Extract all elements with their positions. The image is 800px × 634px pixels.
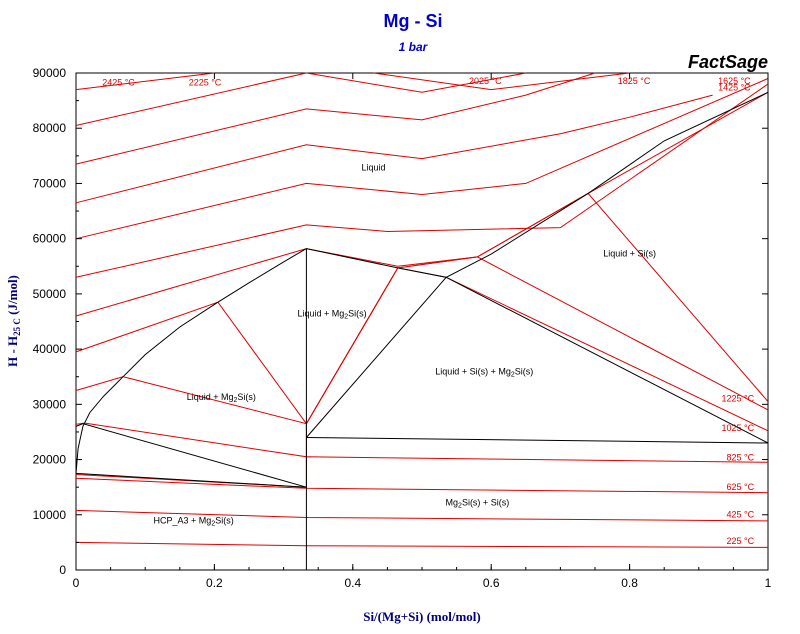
isotherm-line xyxy=(75,541,769,548)
isotherm-label: 1025 °C xyxy=(722,423,755,433)
chart-subtitle: 1 bar xyxy=(399,40,429,54)
phase-boundary-liquid-hcp-boundary-upper xyxy=(75,423,307,488)
phase-boundary-three-phase-triangle-right xyxy=(445,276,769,444)
chart-title: Mg - Si xyxy=(384,11,443,31)
isotherm-label: 225 °C xyxy=(727,536,755,546)
phase-boundary-eutectic-si-rich xyxy=(306,437,769,444)
y-axis-label: H - H25 C (J/mol) xyxy=(5,275,22,367)
y-tick-label: 50000 xyxy=(33,287,67,301)
x-axis-label: Si/(Mg+Si) (mol/mol) xyxy=(363,609,481,624)
phase-region-label: Liquid + Mg2Si(s) xyxy=(187,392,256,404)
phase-region-label: Liquid + Si(s) + Mg2Si(s) xyxy=(435,367,533,379)
plot-area xyxy=(75,72,769,571)
phase-boundary-liquid-hcp-boundary-lower xyxy=(75,472,307,488)
isotherm-line xyxy=(75,72,596,165)
y-axis-label-unit: (J/mol) xyxy=(5,275,20,318)
factsage-logo: FactSage xyxy=(688,52,768,72)
y-tick-label: 10000 xyxy=(33,508,67,522)
isotherm-label: 825 °C xyxy=(727,453,755,463)
y-tick-label: 70000 xyxy=(33,176,67,190)
y-tick-label: 0 xyxy=(59,563,66,577)
axis-ticks: 0 0.2 0.4 0.6 0.8 1 0 10000 20000 30000 40000 50000… xyxy=(33,66,772,590)
isotherm-lines xyxy=(75,72,769,548)
x-tick-label: 0.8 xyxy=(621,576,638,590)
phase-region-label: Liquid xyxy=(362,163,386,173)
phase-boundary-liquidus-mg-rich xyxy=(75,248,307,474)
y-tick-label: 90000 xyxy=(33,66,67,80)
y-axis-label-subscript: 25 C xyxy=(12,318,22,336)
phase-region-label: Liquid + Mg2Si(s) xyxy=(297,309,366,321)
isotherm-line xyxy=(75,94,713,204)
phase-boundary-lines xyxy=(75,91,769,570)
phase-boundary-liquidus-si-rich xyxy=(306,91,769,278)
isotherm-label: 2225 °C xyxy=(189,78,222,88)
phase-region-label: Liquid + Si(s) xyxy=(603,248,656,258)
isotherm-label: 1225 °C xyxy=(722,394,755,404)
x-tick-label: 0.2 xyxy=(206,576,223,590)
isotherm-label: 425 °C xyxy=(727,510,755,520)
isotherm-label: 625 °C xyxy=(727,482,755,492)
y-tick-label: 30000 xyxy=(33,397,67,411)
isotherm-label: 2425 °C xyxy=(102,78,135,88)
isotherm-line xyxy=(75,78,769,240)
y-tick-label: 80000 xyxy=(33,121,67,135)
isotherm-line xyxy=(373,72,630,91)
x-tick-label: 0.4 xyxy=(344,576,361,590)
isotherm-label: 1625 °C xyxy=(718,76,751,86)
isotherm-label: 2025 °C xyxy=(469,76,502,86)
y-axis-label-main: H - H xyxy=(5,336,20,367)
isotherm-label: 1825 °C xyxy=(618,76,651,86)
x-tick-label: 0 xyxy=(73,576,80,590)
isotherm-line xyxy=(306,72,526,93)
isotherm-line xyxy=(75,83,769,278)
phase-region-label: Mg2Si(s) + Si(s) xyxy=(446,497,510,509)
x-tick-label: 1 xyxy=(765,576,772,590)
plot-frame xyxy=(75,72,769,571)
y-tick-label: 60000 xyxy=(33,232,67,246)
region-labels: Liquid Liquid + Si(s) Liquid + Mg2Si(s) Liq… xyxy=(154,163,656,528)
isotherm-line xyxy=(75,72,307,126)
phase-region-label: HCP_A3 + Mg2Si(s) xyxy=(154,516,234,528)
y-tick-label: 20000 xyxy=(33,453,67,467)
isotherm-label: 1425 °C xyxy=(718,83,751,93)
x-tick-label: 0.6 xyxy=(483,576,500,590)
phase-boundary-three-phase-triangle-left xyxy=(306,276,447,438)
isotherm-line xyxy=(75,267,769,458)
isotherm-line xyxy=(75,72,215,91)
isotherm-line xyxy=(75,91,769,317)
isotherm-labels: 2425 °C 2225 °C 2025 °C 1825 °C 1625 °C1425 … xyxy=(102,76,754,546)
y-tick-label: 40000 xyxy=(33,342,67,356)
